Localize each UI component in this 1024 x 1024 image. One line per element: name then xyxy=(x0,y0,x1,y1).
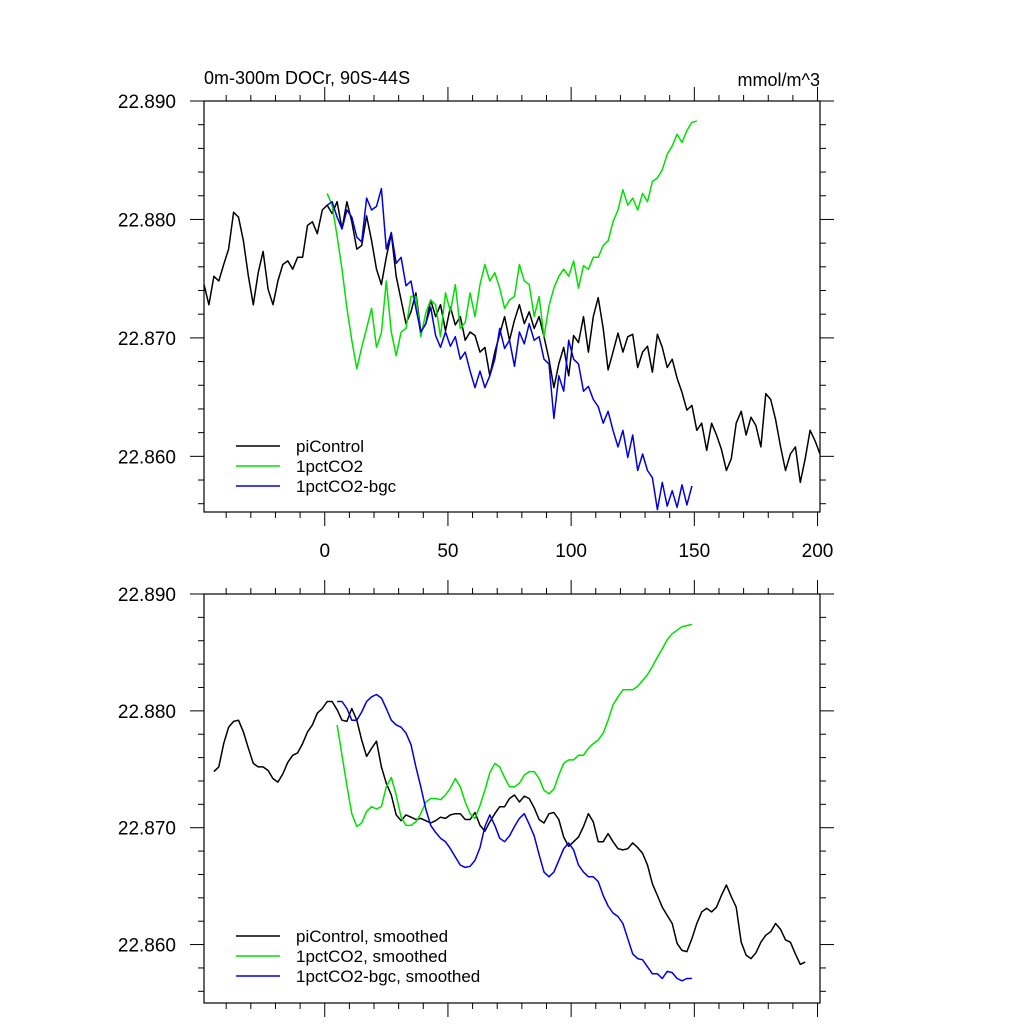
panel-smoothed: 22.860 22.870 22.880 22.890 piControl, smoot… xyxy=(118,580,834,1017)
y-tick-label: 22.880 xyxy=(118,210,176,231)
y-tick-label: 22.860 xyxy=(118,936,176,957)
series-line-1pctco2-smoothed xyxy=(336,623,693,828)
series-line-picontrol-smoothed xyxy=(213,700,806,966)
x-tick-label: 200 xyxy=(802,541,834,562)
y-tick-label: 22.860 xyxy=(118,447,176,468)
units-label: mmol/m^3 xyxy=(738,70,820,90)
y-tick-label: 22.880 xyxy=(118,702,176,723)
x-tick-label: 100 xyxy=(555,541,587,562)
panel-raw: 22.860 22.870 22.880 22.890 0 50 100 150 200 piCo… xyxy=(118,87,834,562)
x-tick-label: 0 xyxy=(319,541,330,562)
legend-label: piControl xyxy=(296,437,364,456)
y-tick-label: 22.870 xyxy=(118,329,176,350)
legend-label: 1pctCO2-bgc xyxy=(296,477,397,496)
series-line-1pctco2-bgc-smoothed xyxy=(337,693,692,982)
y-tick-label: 22.890 xyxy=(118,585,176,606)
legend-label: piControl, smoothed xyxy=(296,927,448,946)
series-line-1pctco2-bgc xyxy=(326,187,693,511)
series-line-1pctco2 xyxy=(326,120,697,370)
chart-title: 0m-300m DOCr, 90S-44S xyxy=(204,68,410,88)
legend-label: 1pctCO2 xyxy=(296,457,363,476)
y-tick-label: 22.890 xyxy=(118,92,176,113)
y-tick-label: 22.870 xyxy=(118,819,176,840)
plot-frame xyxy=(203,100,821,513)
x-tick-label: 50 xyxy=(437,541,458,562)
plot-frame xyxy=(203,593,821,1004)
legend-label: 1pctCO2-bgc, smoothed xyxy=(296,967,480,986)
series-line-picontrol xyxy=(203,200,821,484)
legend-label: 1pctCO2, smoothed xyxy=(296,947,447,966)
x-tick-label: 150 xyxy=(678,541,710,562)
